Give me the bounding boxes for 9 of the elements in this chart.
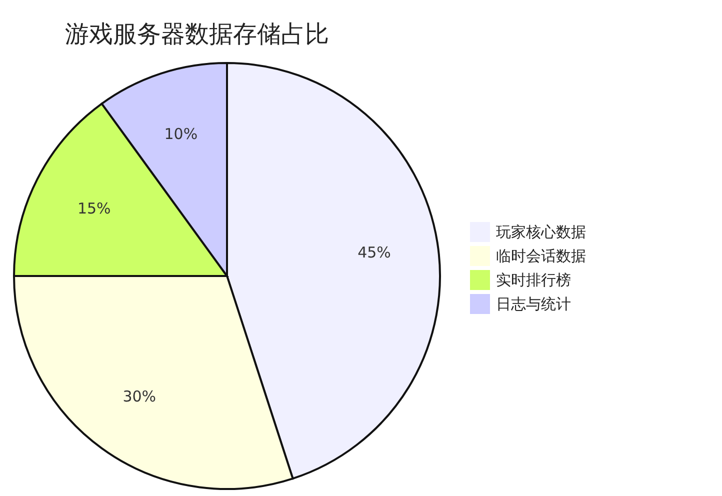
data-label: 30%	[122, 388, 156, 406]
data-label: 45%	[358, 244, 391, 262]
legend-label: 实时排行榜	[496, 270, 571, 290]
slice-label: 玩家核心数据	[496, 222, 586, 242]
legend-label: 日志与统计	[496, 294, 571, 314]
data-label: 15%	[77, 199, 111, 218]
chart-title: 游戏服务器数据存储占比	[65, 19, 329, 50]
data-label: 10%	[164, 125, 198, 144]
legend-label: 临时会话数据	[496, 246, 586, 266]
